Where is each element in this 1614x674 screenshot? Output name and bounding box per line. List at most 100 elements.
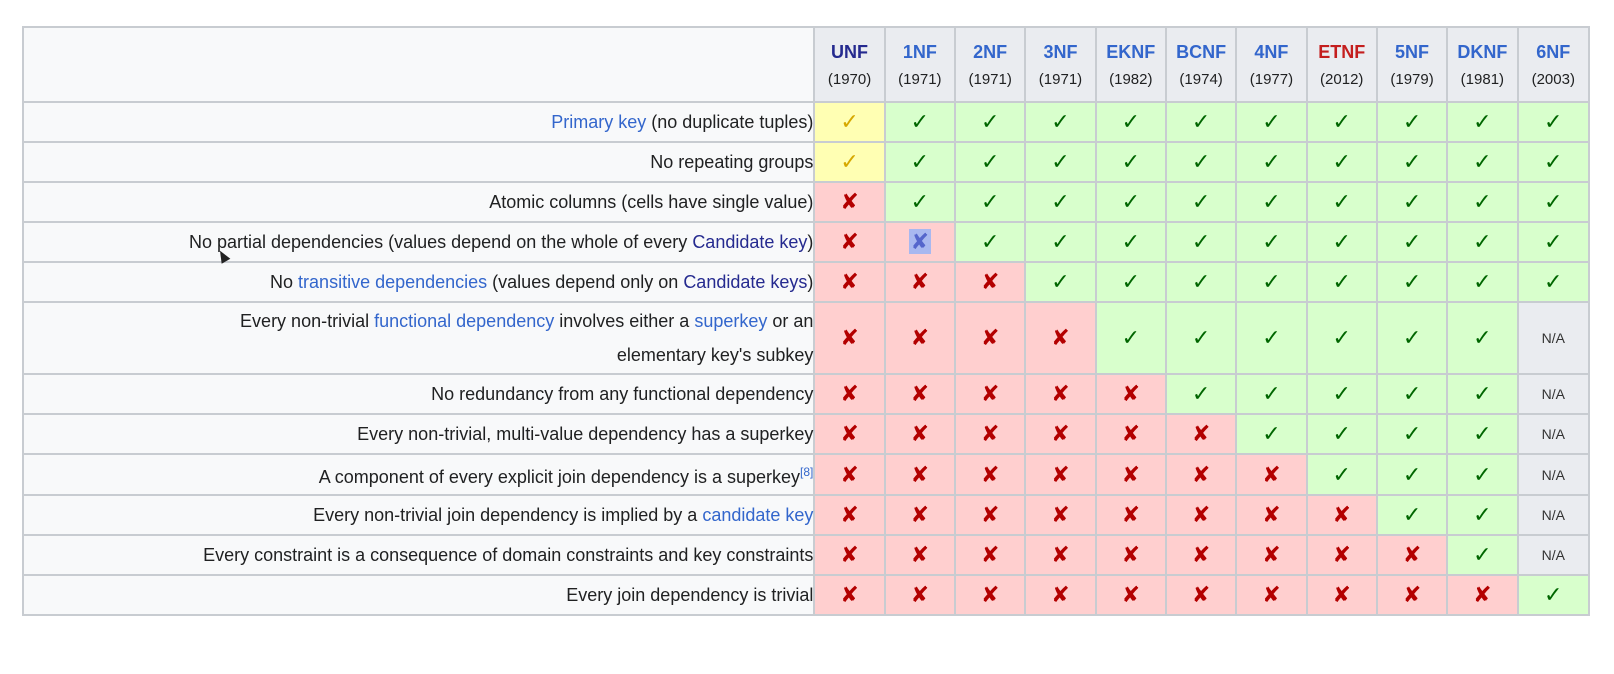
check-icon: ✓ xyxy=(1191,149,1211,174)
status-cell-no: ✘ xyxy=(1024,574,1097,616)
normal-form-link[interactable]: BCNF xyxy=(1176,42,1227,62)
check-icon: ✓ xyxy=(1262,381,1281,406)
cross-icon: ✘ xyxy=(840,229,859,254)
status-cell-yes: ✓ xyxy=(1164,221,1238,263)
cross-icon: ✘ xyxy=(910,325,930,350)
wiki-link[interactable]: candidate key xyxy=(702,505,814,525)
status-cell-yes: ✓ xyxy=(954,141,1027,183)
wiki-link[interactable]: functional dependency xyxy=(374,311,555,331)
cross-icon: ✘ xyxy=(980,421,1000,446)
status-cell-no: ✘ xyxy=(1024,373,1097,415)
column-header-1nf: 1NF (1971) xyxy=(883,26,957,103)
status-cell-yes: ✓ xyxy=(1164,181,1238,223)
status-cell-yes: ✓ xyxy=(1235,101,1308,143)
reference-link[interactable]: [8] xyxy=(800,465,814,479)
check-icon: ✓ xyxy=(1051,189,1070,214)
cross-icon: ✘ xyxy=(840,502,859,527)
check-icon: ✓ xyxy=(1262,325,1281,350)
status-cell-no: ✘ xyxy=(954,494,1027,536)
cross-icon: ✘ xyxy=(840,325,859,350)
wiki-link[interactable]: transitive dependencies xyxy=(298,272,488,292)
status-cell-no: ✘ xyxy=(1164,453,1238,496)
status-cell-yes: ✓ xyxy=(1024,221,1097,263)
check-icon: ✓ xyxy=(1051,149,1070,174)
cross-icon: ✘ xyxy=(840,461,859,487)
status-cell-no: ✘ xyxy=(954,261,1027,303)
criterion-text: Every constraint is a consequence of dom… xyxy=(203,545,814,565)
status-cell-yes: ✓ xyxy=(1305,373,1378,415)
cross-icon: ✘ xyxy=(910,502,930,527)
check-icon: ✓ xyxy=(1332,325,1351,350)
status-cell-yes: ✓ xyxy=(813,101,886,143)
status-cell-na: N/A xyxy=(1516,301,1591,375)
criterion-text: No partial dependencies (values depend o… xyxy=(188,232,693,252)
cross-icon: ✘ xyxy=(1262,582,1281,607)
cross-icon: ✘ xyxy=(1262,542,1281,567)
cross-icon: ✘ xyxy=(1051,421,1070,446)
criterion-row: Every non-trivial, multi-value dependenc… xyxy=(21,413,1591,455)
cross-icon: ✘ xyxy=(1051,325,1070,350)
check-icon: ✓ xyxy=(1402,229,1422,254)
check-icon: ✓ xyxy=(1402,325,1422,350)
status-cell-yes: ✓ xyxy=(1446,494,1519,536)
status-cell-no: ✘ xyxy=(1094,534,1167,576)
criterion-row: Every non-trivial join dependency is imp… xyxy=(21,494,1591,536)
normal-form-link[interactable]: DKNF xyxy=(1457,42,1508,62)
normal-form-link[interactable]: 4NF xyxy=(1254,42,1289,62)
check-icon: ✓ xyxy=(1121,149,1141,174)
na-label: N/A xyxy=(1541,547,1565,563)
normal-form-link[interactable]: 3NF xyxy=(1043,42,1078,62)
status-cell-yes: ✓ xyxy=(1305,261,1378,303)
column-header-eknf: EKNF (1982) xyxy=(1094,26,1167,103)
status-cell-yes: ✓ xyxy=(883,141,957,183)
criterion-text: Every non-trivial join dependency is imp… xyxy=(313,505,703,525)
criterion-text: No redundancy from any functional depend… xyxy=(431,384,814,404)
normal-forms-table: UNF (1970) 1NF (1971) 2NF (1971) 3NF (1971) EKNF… xyxy=(21,26,1591,616)
status-cell-yes: ✓ xyxy=(1235,301,1308,375)
check-icon: ✓ xyxy=(1332,269,1351,294)
criterion-row: Every constraint is a consequence of dom… xyxy=(21,534,1591,576)
cross-icon: ✘ xyxy=(910,461,930,487)
status-cell-yes: ✓ xyxy=(1305,141,1378,183)
status-cell-no: ✘ xyxy=(1235,574,1308,616)
status-cell-no: ✘ xyxy=(1094,494,1167,536)
wiki-link[interactable]: Candidate key xyxy=(692,232,808,252)
status-cell-yes: ✓ xyxy=(1164,373,1238,415)
cross-icon: ✘ xyxy=(910,582,930,607)
normal-form-link[interactable]: 1NF xyxy=(902,42,937,62)
normal-form-link[interactable]: 2NF xyxy=(973,42,1008,62)
criterion-text: ) xyxy=(807,272,814,292)
status-cell-no: ✘ xyxy=(1375,574,1449,616)
status-cell-yes: ✓ xyxy=(1305,101,1378,143)
status-cell-yes: ✓ xyxy=(1446,101,1519,143)
check-icon: ✓ xyxy=(1402,149,1422,174)
check-icon: ✓ xyxy=(1262,149,1281,174)
normal-form-link[interactable]: 5NF xyxy=(1395,42,1430,62)
criterion-label: Every join dependency is trivial xyxy=(21,574,816,616)
column-header-etnf: ETNF (2012) xyxy=(1305,26,1378,103)
normal-form-link[interactable]: EKNF xyxy=(1106,42,1156,62)
wiki-link[interactable]: Primary key xyxy=(551,112,647,132)
criterion-text: elementary key's subkey xyxy=(616,345,814,365)
criterion-text: Every non-trivial xyxy=(240,311,375,331)
status-cell-yes: ✓ xyxy=(1024,181,1097,223)
cross-icon: ✘ xyxy=(1402,542,1422,567)
status-cell-yes: ✓ xyxy=(1305,413,1378,455)
normal-form-link[interactable]: 6NF xyxy=(1536,42,1571,62)
check-icon: ✓ xyxy=(1262,229,1281,254)
status-cell-yes: ✓ xyxy=(1446,453,1519,496)
status-cell-yes: ✓ xyxy=(1094,101,1167,143)
normal-form-link[interactable]: UNF xyxy=(831,42,869,62)
criterion-label: A component of every explicit join depen… xyxy=(21,453,816,496)
criterion-row: No transitive dependencies (values depen… xyxy=(21,261,1591,303)
cross-icon: ✘ xyxy=(840,269,859,294)
wiki-link[interactable]: Candidate keys xyxy=(683,272,808,292)
status-cell-yes: ✓ xyxy=(1235,413,1308,455)
check-icon: ✓ xyxy=(1121,229,1141,254)
status-cell-no: ✘ xyxy=(883,221,957,263)
wiki-link[interactable]: superkey xyxy=(694,311,768,331)
status-cell-no: ✘ xyxy=(883,574,957,616)
status-cell-yes: ✓ xyxy=(1094,261,1167,303)
normal-form-link[interactable]: ETNF xyxy=(1318,42,1366,62)
cross-icon: ✘ xyxy=(1121,461,1141,487)
